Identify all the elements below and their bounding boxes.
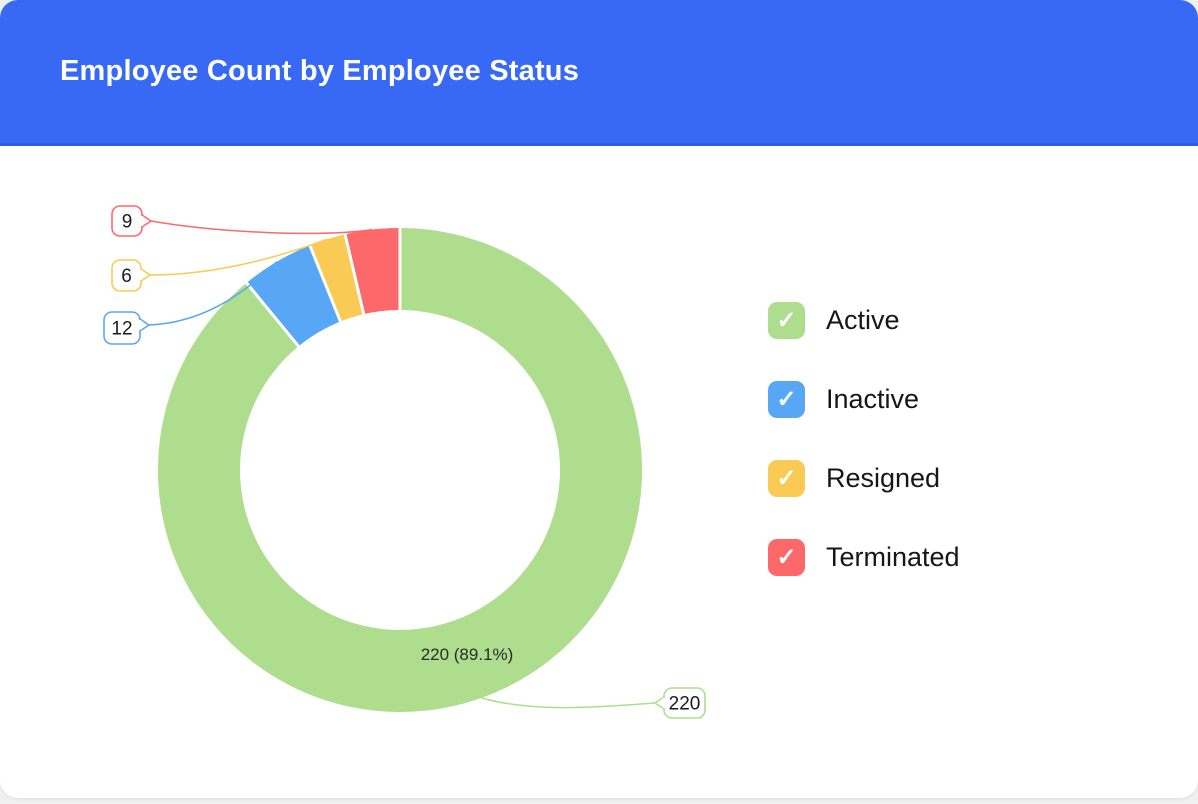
- slice-resigned[interactable]: [309, 234, 364, 322]
- callout-tail-active: [654, 696, 665, 710]
- callout-value-resigned: 6: [121, 266, 132, 287]
- callout-leader-terminated: [150, 220, 373, 235]
- checkbox-checked-icon[interactable]: ✓: [768, 539, 805, 576]
- callout-value-terminated: 9: [122, 212, 133, 233]
- callout-leader-active: [481, 697, 656, 709]
- slice-inactive[interactable]: [246, 245, 341, 347]
- callout-tail-terminated: [141, 214, 152, 228]
- legend-label: Active: [826, 305, 900, 335]
- legend: ✓ Active ✓ Inactive ✓ Resigned ✓ Terminated: [768, 302, 960, 576]
- callout-value-active: 220: [669, 694, 701, 715]
- callout-leader-resigned: [149, 238, 328, 276]
- callout-tail-inactive: [139, 318, 150, 332]
- checkbox-checked-icon[interactable]: ✓: [768, 302, 805, 339]
- donut-chart: 9 6 12 220: [103, 205, 706, 719]
- chart-title: Employee Count by Employee Status: [60, 55, 580, 87]
- card-body: 9 6 12 220 220 (89.1%) ✓ Active ✓ Inactive ✓ Res…: [0, 146, 1198, 795]
- legend-label: Resigned: [826, 463, 941, 493]
- slice-gap: [244, 281, 301, 349]
- active-slice-value-label: 220 (89.1%): [420, 645, 514, 664]
- legend-label: Terminated: [826, 542, 960, 572]
- card-header: Employee Count by Employee Status: [0, 0, 1198, 146]
- legend-label: Inactive: [826, 384, 920, 414]
- legend-item-active[interactable]: ✓ Active: [768, 302, 960, 339]
- slice-gap: [308, 243, 343, 323]
- legend-item-inactive[interactable]: ✓ Inactive: [768, 381, 960, 418]
- checkbox-checked-icon[interactable]: ✓: [768, 381, 805, 418]
- legend-item-terminated[interactable]: ✓ Terminated: [768, 539, 960, 576]
- slice-active[interactable]: [157, 228, 642, 712]
- callout-leader-inactive: [148, 261, 278, 326]
- legend-item-resigned[interactable]: ✓ Resigned: [768, 460, 960, 497]
- callout-tail-resigned: [140, 268, 151, 282]
- callout-value-inactive: 12: [111, 319, 132, 340]
- slice-gap: [343, 233, 366, 316]
- checkbox-checked-icon[interactable]: ✓: [768, 460, 805, 497]
